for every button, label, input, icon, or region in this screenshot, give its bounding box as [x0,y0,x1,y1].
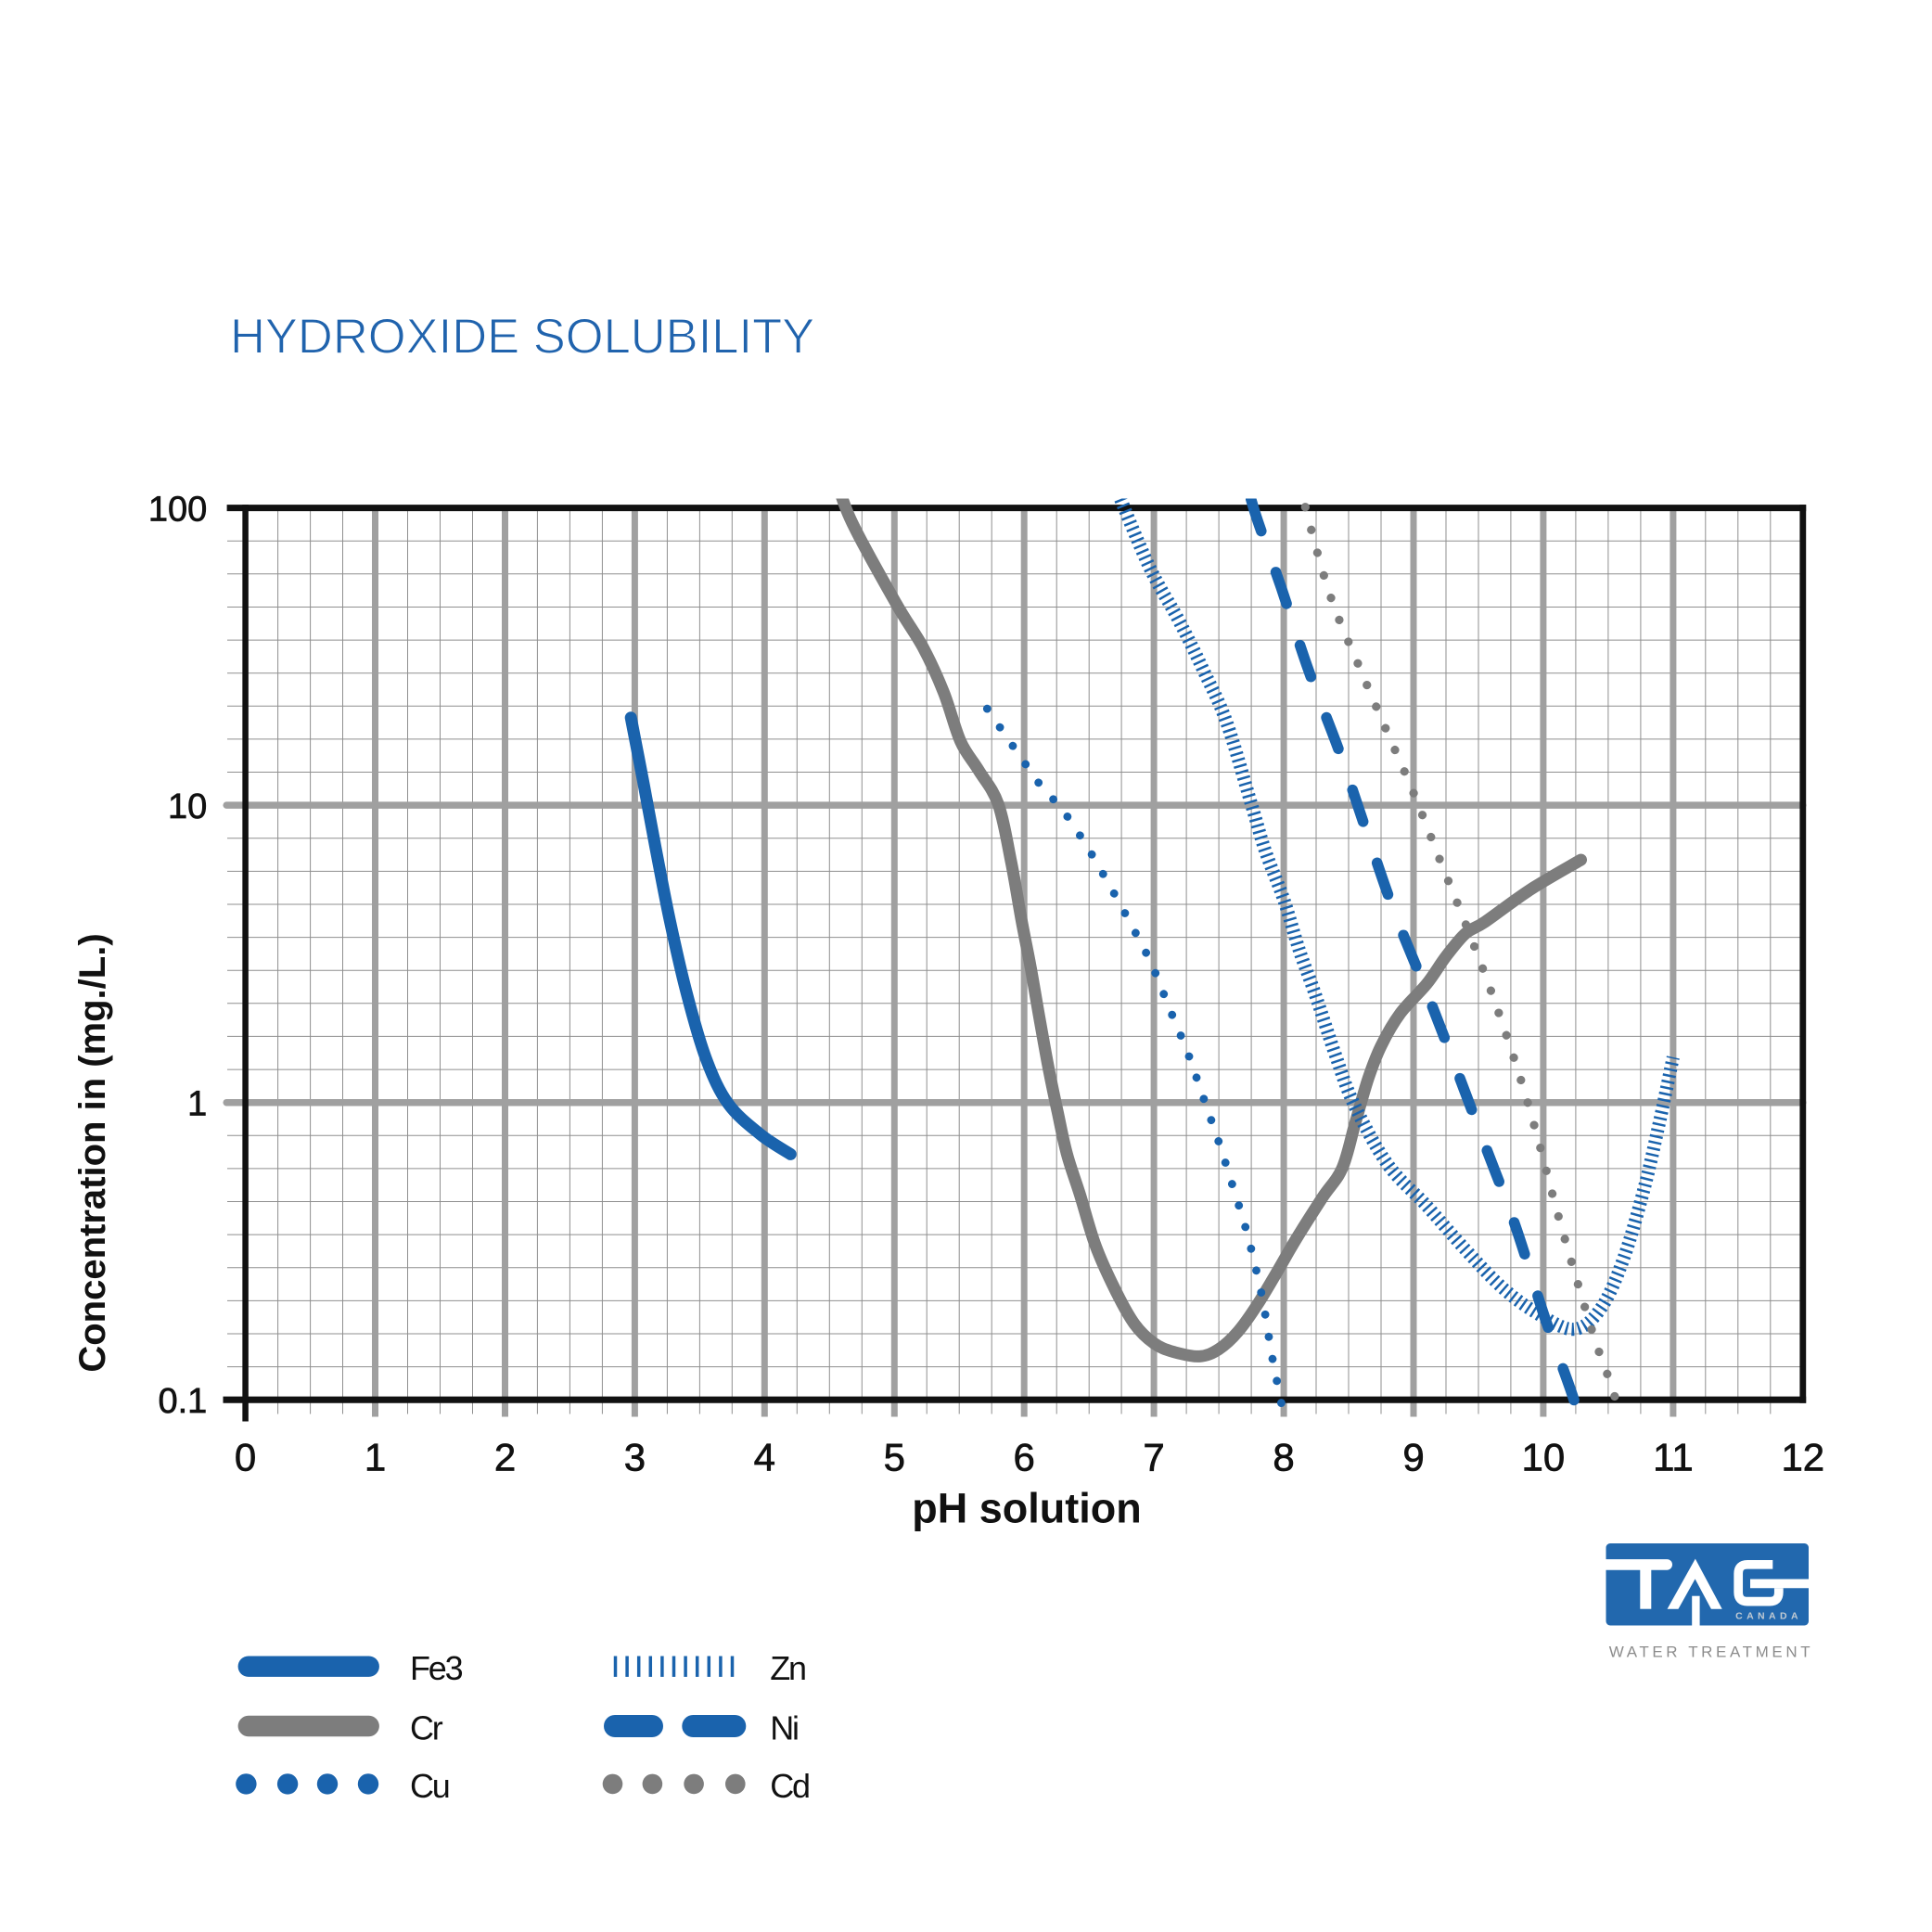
svg-text:10: 10 [168,787,207,826]
svg-text:6: 6 [1014,1435,1035,1478]
svg-text:2: 2 [494,1435,516,1478]
svg-text:Concentration in (mg./L.): Concentration in (mg./L.) [72,933,113,1372]
svg-text:0.1: 0.1 [158,1382,207,1421]
svg-text:pH solution: pH solution [912,1485,1141,1532]
svg-text:3: 3 [624,1435,646,1478]
svg-text:HYDROXIDE SOLUBILITY: HYDROXIDE SOLUBILITY [230,310,814,365]
svg-text:10: 10 [1522,1435,1566,1478]
svg-text:11: 11 [1653,1435,1694,1478]
svg-text:Fe3: Fe3 [410,1649,463,1687]
svg-text:Cr: Cr [410,1708,443,1746]
svg-text:8: 8 [1273,1435,1294,1478]
svg-text:Ni: Ni [770,1708,798,1746]
svg-text:CANADA: CANADA [1735,1611,1802,1622]
svg-text:Zn: Zn [770,1649,805,1687]
svg-text:0: 0 [235,1435,256,1478]
svg-text:5: 5 [884,1435,905,1478]
svg-text:1: 1 [365,1435,386,1478]
svg-text:Cd: Cd [770,1767,809,1805]
svg-text:Cu: Cu [410,1767,449,1805]
svg-text:100: 100 [148,491,207,530]
svg-text:7: 7 [1143,1435,1164,1478]
svg-text:1: 1 [187,1085,207,1124]
svg-text:12: 12 [1781,1435,1824,1478]
svg-text:9: 9 [1402,1435,1424,1478]
svg-text:WATER TREATMENT: WATER TREATMENT [1609,1643,1814,1660]
svg-text:4: 4 [754,1435,775,1478]
